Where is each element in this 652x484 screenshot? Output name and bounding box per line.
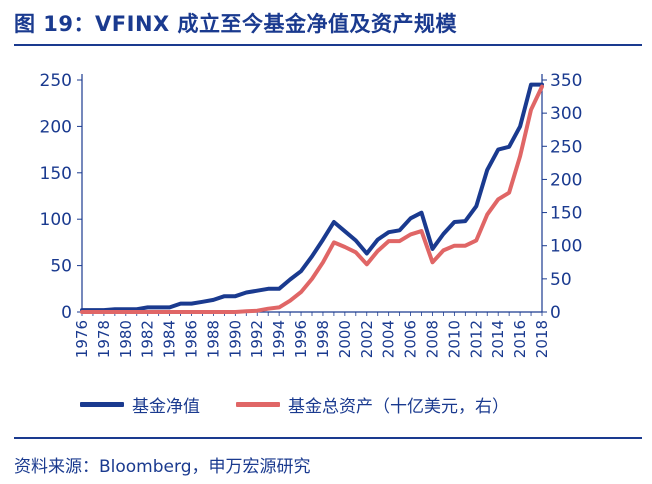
x-tick-label: 2014 — [489, 320, 507, 358]
left-tick-label: 50 — [50, 257, 72, 277]
x-tick-label: 2004 — [380, 320, 398, 358]
right-tick-label: 350 — [550, 71, 582, 91]
legend-swatch-assets — [236, 402, 280, 407]
left-tick-label: 200 — [40, 117, 72, 137]
chart-legend: 基金净值 基金总资产（十亿美元，右） — [80, 392, 509, 417]
x-tick-label: 2018 — [533, 320, 551, 358]
legend-swatch-nav — [80, 402, 124, 407]
right-tick-label: 150 — [550, 204, 582, 224]
right-tick-label: 300 — [550, 104, 582, 124]
legend-label-nav: 基金净值 — [132, 397, 200, 417]
x-tick-label: 1998 — [314, 320, 332, 358]
x-tick-label: 2008 — [423, 320, 441, 358]
line-chart: 0 50 100 150 200 250 0 50 100 150 200 250 300 350 1976… — [40, 71, 583, 358]
x-tick-label: 2002 — [358, 320, 376, 358]
x-tick-label: 2012 — [467, 320, 485, 358]
x-tick-label: 1988 — [204, 320, 222, 358]
x-tick-label: 2010 — [445, 320, 463, 358]
source-note: 资料来源：Bloomberg，申万宏源研究 — [14, 457, 311, 477]
assets-series-line — [80, 84, 544, 314]
x-tick-label: 2016 — [511, 320, 529, 358]
right-tick-label: 100 — [550, 237, 582, 257]
legend-item-nav: 基金净值 — [80, 392, 200, 417]
right-tick-label: 50 — [550, 270, 572, 290]
right-tick-label: 200 — [550, 170, 582, 190]
x-tick-label: 1996 — [292, 320, 310, 358]
x-tick-label: 1976 — [73, 320, 91, 358]
legend-label-assets: 基金总资产（十亿美元，右） — [288, 397, 509, 417]
right-tick-label: 0 — [550, 303, 561, 323]
legend-item-assets: 基金总资产（十亿美元，右） — [236, 392, 509, 417]
figure-title: 图 19：VFINX 成立至今基金净值及资产规模 — [14, 12, 458, 36]
x-tick-label: 1980 — [117, 320, 135, 358]
x-tick-label: 1978 — [95, 320, 113, 358]
x-tick-label: 1982 — [139, 320, 157, 358]
footer-divider — [14, 437, 642, 439]
x-tick-label: 1994 — [270, 320, 288, 358]
x-tick-label: 2000 — [336, 320, 354, 358]
nav-series-line — [80, 82, 544, 313]
left-tick-label: 250 — [40, 71, 72, 91]
x-tick-label: 2006 — [402, 320, 420, 358]
x-tick-label: 1984 — [161, 320, 179, 358]
x-tick-label: 1986 — [183, 320, 201, 358]
left-tick-label: 0 — [61, 303, 72, 323]
x-tick-label: 1992 — [248, 320, 266, 358]
left-tick-label: 100 — [40, 210, 72, 230]
title-divider — [14, 44, 642, 46]
x-tick-label: 1990 — [226, 320, 244, 358]
left-tick-label: 150 — [40, 164, 72, 184]
right-tick-label: 250 — [550, 137, 582, 157]
